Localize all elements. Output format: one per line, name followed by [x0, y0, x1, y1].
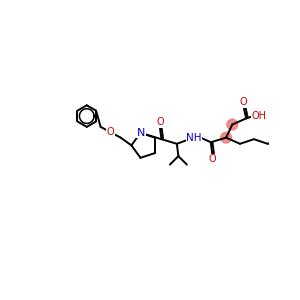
- Text: O: O: [156, 117, 164, 127]
- Text: N: N: [137, 128, 146, 138]
- Text: O: O: [239, 97, 247, 107]
- Text: O: O: [208, 154, 216, 164]
- Circle shape: [221, 132, 232, 143]
- Text: O: O: [107, 127, 114, 137]
- Text: OH: OH: [252, 111, 267, 121]
- Text: NH: NH: [186, 133, 202, 142]
- Circle shape: [227, 119, 238, 130]
